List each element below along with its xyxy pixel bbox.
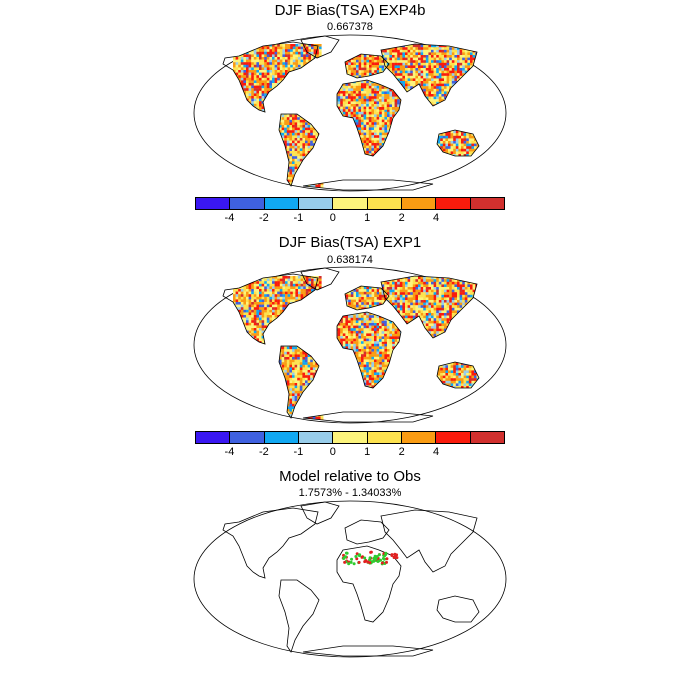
coastline-antarctica bbox=[302, 411, 434, 423]
colorbar-tick-label: 1 bbox=[364, 446, 371, 458]
colorbar-tick-label: -2 bbox=[258, 446, 269, 458]
coastline-south-america bbox=[278, 579, 320, 653]
colorbar-swatch bbox=[298, 432, 334, 443]
panel1-title: DJF Bias(TSA) EXP4b bbox=[274, 2, 426, 19]
coastline-europe bbox=[344, 519, 390, 545]
coastline-north-america bbox=[222, 507, 319, 579]
coastline-south-america bbox=[278, 113, 320, 187]
colorbar-swatch bbox=[196, 432, 231, 443]
panel3-title: Model relative to Obs bbox=[279, 468, 421, 485]
colorbar-swatch bbox=[298, 198, 334, 209]
colorbar-tick-label: -1 bbox=[293, 446, 304, 458]
coastline-north-america bbox=[222, 273, 319, 345]
panel1-subtitle: 0.667378 bbox=[327, 21, 373, 33]
colorbar-swatch bbox=[470, 198, 504, 209]
coastline-europe bbox=[344, 285, 390, 311]
panel2-bias-map bbox=[193, 266, 507, 424]
panel1-colorbar bbox=[195, 197, 505, 210]
colorbar-tick-label: 1 bbox=[364, 212, 371, 224]
panel1-colorbar-labels: -4 -2 -1 0 1 2 4 bbox=[195, 212, 505, 226]
globe-outline bbox=[193, 500, 507, 658]
colorbar-tick-label: -4 bbox=[224, 446, 235, 458]
colorbar-swatch bbox=[367, 198, 402, 209]
coastline-antarctica bbox=[302, 179, 434, 191]
colorbar-tick-label: 4 bbox=[433, 212, 440, 224]
coastline-south-america bbox=[278, 345, 320, 419]
panel3-relative-map bbox=[193, 500, 507, 658]
colorbar-swatch bbox=[264, 198, 299, 209]
coastline-australia bbox=[436, 129, 480, 157]
colorbar-tick-label: 2 bbox=[398, 446, 405, 458]
colorbar-tick-label: 0 bbox=[329, 212, 336, 224]
colorbar-swatch bbox=[401, 432, 437, 443]
coastline-australia bbox=[436, 361, 480, 389]
colorbar-tick-label: -1 bbox=[293, 212, 304, 224]
colorbar-swatch bbox=[401, 198, 437, 209]
coastline-asia bbox=[380, 43, 478, 107]
coastline-greenland bbox=[300, 501, 340, 525]
colorbar-tick-label: -4 bbox=[224, 212, 235, 224]
panel2-title: DJF Bias(TSA) EXP1 bbox=[278, 234, 422, 251]
colorbar-tick-label: 4 bbox=[433, 446, 440, 458]
colorbar-swatch bbox=[230, 432, 265, 443]
coastline-europe bbox=[344, 53, 390, 79]
coastline-greenland bbox=[300, 267, 340, 291]
colorbar-swatch bbox=[333, 198, 368, 209]
colorbar-swatch bbox=[196, 198, 231, 209]
coastline-north-america bbox=[222, 41, 319, 113]
colorbar-swatch bbox=[230, 198, 265, 209]
colorbar-swatch bbox=[264, 432, 299, 443]
panel3-subtitle: 1.7573% - 1.34033% bbox=[298, 487, 402, 499]
colorbar-tick-label: 0 bbox=[329, 446, 336, 458]
colorbar-swatch bbox=[436, 198, 471, 209]
panel2-colorbar-labels: -4 -2 -1 0 1 2 4 bbox=[195, 446, 505, 460]
colorbar-swatch bbox=[470, 432, 504, 443]
colorbar-swatch bbox=[367, 432, 402, 443]
coastline-asia bbox=[380, 275, 478, 339]
panel2-colorbar bbox=[195, 431, 505, 444]
colorbar-swatch bbox=[436, 432, 471, 443]
colorbar-tick-label: -2 bbox=[258, 212, 269, 224]
relative-markers bbox=[341, 550, 399, 566]
coastline-africa bbox=[336, 79, 402, 157]
coastline-greenland bbox=[300, 35, 340, 59]
coastline-asia bbox=[380, 509, 478, 573]
panel1-bias-map bbox=[193, 34, 507, 192]
panel2-subtitle: 0.638174 bbox=[327, 254, 373, 266]
colorbar-swatch bbox=[333, 432, 368, 443]
coastline-antarctica bbox=[302, 645, 434, 657]
colorbar-tick-label: 2 bbox=[398, 212, 405, 224]
coastline-africa bbox=[336, 311, 402, 389]
coastline-australia bbox=[436, 595, 480, 623]
